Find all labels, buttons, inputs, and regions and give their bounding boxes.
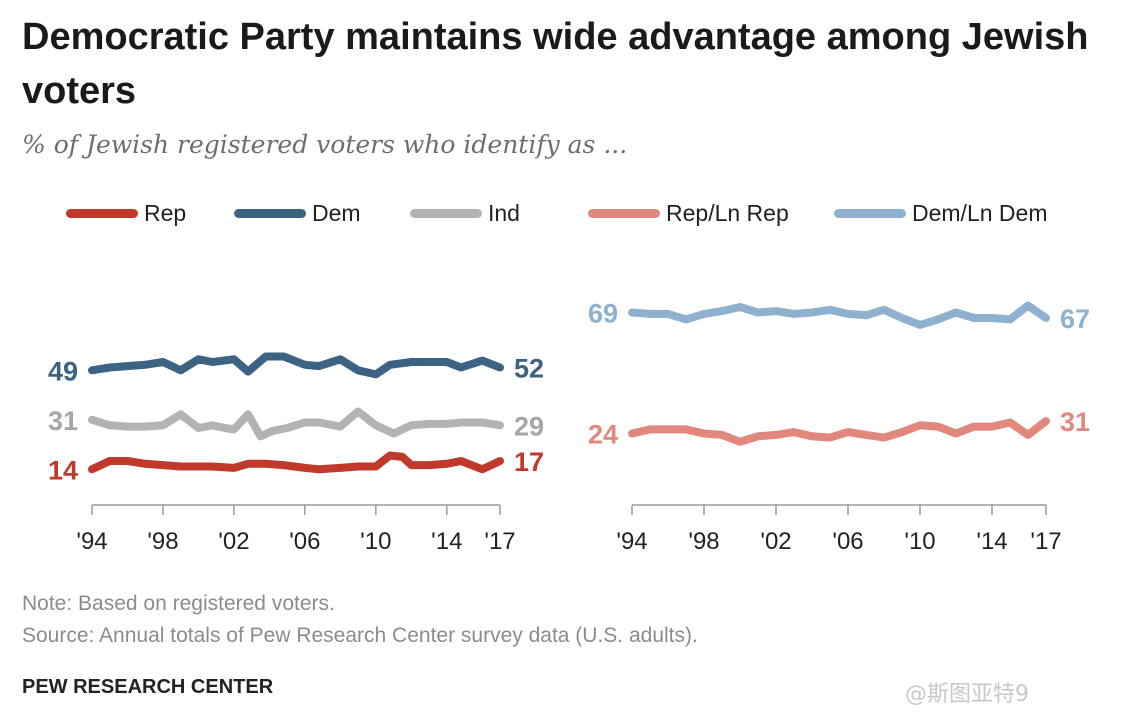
legend-item-dem-ln-dem: Dem/Ln Dem (834, 198, 1047, 228)
start-label-rep: 14 (48, 455, 78, 485)
start-label-ind: 31 (48, 406, 78, 436)
chart-subtitle: % of Jewish registered voters who identi… (22, 130, 628, 159)
x-tick-label-1-6: '17 (484, 528, 515, 555)
chart-title: Democratic Party maintains wide advantag… (22, 16, 1089, 112)
end-label-dem: 52 (514, 354, 544, 384)
legend-swatch-dem (234, 208, 306, 218)
end-label-rep-ln-rep: 31 (1060, 407, 1090, 437)
note-text: Note: Based on registered voters. (22, 592, 335, 615)
series-line-rep-ln-rep (628, 417, 1050, 446)
x-tick-label-1-1: '98 (147, 528, 178, 555)
series-line-rep (88, 451, 504, 474)
x-tick-label-1-3: '06 (289, 528, 320, 555)
series-line-dem-ln-dem (628, 301, 1050, 329)
x-tick-label-2-2: '02 (760, 528, 791, 555)
x-tick-label-2-6: '17 (1030, 528, 1061, 555)
legend-item-dem: Dem (234, 198, 361, 228)
legend-label-dem-ln-dem: Dem/Ln Dem (912, 199, 1048, 226)
x-tick-label-2-3: '06 (832, 528, 863, 555)
legend-label-dem: Dem (312, 199, 361, 226)
series-line-ind (88, 407, 504, 441)
legend-swatch-rep-ln-rep (588, 208, 660, 218)
end-label-dem-ln-dem: 67 (1060, 304, 1090, 334)
legend-item-rep-ln-rep: Rep/Ln Rep (588, 198, 789, 228)
series-line-dem (88, 352, 504, 379)
start-label-dem-ln-dem: 69 (588, 299, 618, 329)
x-tick-label-1-4: '10 (360, 528, 391, 555)
legend-label-rep-ln-rep: Rep/Ln Rep (666, 199, 789, 226)
start-label-dem: 49 (48, 356, 78, 386)
x-tick-label-2-1: '98 (688, 528, 719, 555)
legend-item-ind: Ind (410, 198, 520, 228)
legend-label-rep: Rep (144, 199, 187, 226)
x-tick-label-2-0: '94 (616, 528, 647, 555)
legend-swatch-dem-ln-dem (834, 208, 906, 218)
end-label-ind: 29 (514, 411, 544, 441)
source-text: Source: Annual totals of Pew Research Ce… (22, 624, 698, 647)
watermark-text: @斯图亚特9 (905, 682, 1029, 707)
legend-item-rep: Rep (66, 198, 186, 228)
end-label-rep: 17 (514, 447, 544, 477)
x-tick-label-1-2: '02 (218, 528, 249, 555)
pew-logo-text: PEW RESEARCH CENTER (22, 676, 274, 698)
start-label-rep-ln-rep: 24 (588, 420, 618, 450)
legend-swatch-rep (66, 208, 138, 218)
x-tick-label-2-4: '10 (904, 528, 935, 555)
legend-swatch-ind (410, 208, 482, 218)
x-tick-label-1-0: '94 (76, 528, 107, 555)
legend-label-ind: Ind (488, 199, 520, 226)
x-tick-label-2-5: '14 (976, 528, 1007, 555)
x-tick-label-1-5: '14 (431, 528, 462, 555)
